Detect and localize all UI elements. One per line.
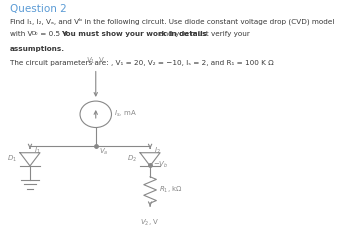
Text: = 0.5 V.: = 0.5 V. [38, 31, 71, 37]
Text: $I_2$: $I_2$ [154, 146, 161, 156]
Text: $I_s$, mA: $I_s$, mA [114, 109, 137, 119]
Text: $D_2$: $D_2$ [127, 154, 137, 165]
Text: $I_1$: $I_1$ [34, 146, 41, 156]
Text: Find I₁, I₂, Vₐ, and Vᵇ in the following circuit. Use diode constant voltage dro: Find I₁, I₂, Vₐ, and Vᵇ in the following… [10, 17, 334, 25]
Text: $V_2$, V: $V_2$, V [140, 217, 160, 228]
Text: $D_1$: $D_1$ [7, 154, 17, 165]
Text: and you must verify your: and you must verify your [157, 31, 250, 37]
Text: with V: with V [10, 31, 33, 37]
Text: $R_1$, kΩ: $R_1$, kΩ [159, 185, 182, 195]
Text: The circuit parameters are: , V₁ = 20, V₂ = −10, Iₛ = 2, and R₁ = 100 K Ω: The circuit parameters are: , V₁ = 20, V… [10, 60, 274, 66]
Text: assumptions.: assumptions. [10, 46, 65, 52]
Text: $V_a$: $V_a$ [99, 147, 108, 157]
Text: $-V_b$: $-V_b$ [153, 160, 168, 170]
Text: You must show your work in details: You must show your work in details [61, 31, 206, 37]
Text: $V_1$, V: $V_1$, V [86, 56, 105, 66]
Text: D₀: D₀ [32, 31, 38, 36]
Text: Question 2: Question 2 [10, 4, 67, 14]
